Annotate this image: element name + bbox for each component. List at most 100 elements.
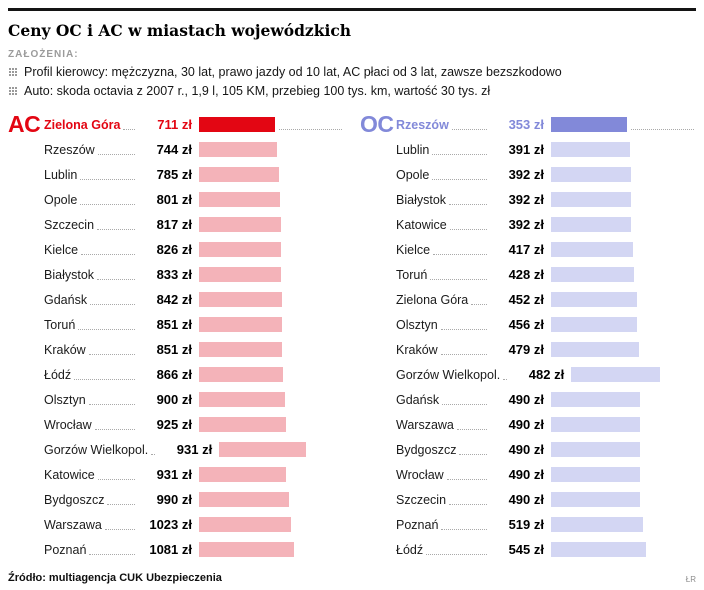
dotted-leader xyxy=(78,328,135,330)
value-bar xyxy=(199,517,291,532)
dotted-leader xyxy=(446,478,487,480)
value-bar xyxy=(551,517,643,532)
value-bar xyxy=(199,267,281,282)
chart-row: Olsztyn 456 zł xyxy=(396,312,696,337)
bar-area xyxy=(199,267,344,282)
chart-row: Opole 801 zł xyxy=(44,187,344,212)
price-label: 456 zł xyxy=(508,317,544,332)
value-bar xyxy=(551,267,634,282)
city-label: Kielce xyxy=(396,242,431,257)
bar-area xyxy=(551,292,696,307)
chart-row: Gdańsk 842 zł xyxy=(44,287,344,312)
footer: Źródło: multiagencja CUK Ubezpieczenia Ł… xyxy=(0,572,704,584)
value-bar xyxy=(551,417,640,432)
chart-row: Toruń 428 zł xyxy=(396,262,696,287)
bar-area xyxy=(199,467,344,482)
price-label: 392 zł xyxy=(508,192,544,207)
city-label: Lublin xyxy=(396,142,430,157)
price-label: 925 zł xyxy=(156,417,192,432)
bar-area xyxy=(199,192,344,207)
chart-row: Olsztyn 900 zł xyxy=(44,387,344,412)
value-bar xyxy=(551,192,631,207)
dotted-leader xyxy=(471,303,487,305)
price-label: 1081 zł xyxy=(149,542,192,557)
bar-area xyxy=(199,117,344,132)
city-label: Gdańsk xyxy=(396,392,440,407)
bar-area xyxy=(199,142,344,157)
dotted-leader xyxy=(449,228,487,230)
city-label: Warszawa xyxy=(396,417,454,432)
bar-area xyxy=(551,517,696,532)
dotted-leader xyxy=(97,278,135,280)
city-label: Łódź xyxy=(396,542,424,557)
price-label: 851 zł xyxy=(156,342,192,357)
city-label: Szczecin xyxy=(396,492,447,507)
value-bar xyxy=(551,117,627,132)
dotted-leader xyxy=(503,378,508,380)
chart-row: Szczecin 817 zł xyxy=(44,212,344,237)
city-label: Katowice xyxy=(44,467,95,482)
city-label: Łódź xyxy=(44,367,72,382)
price-label: 711 zł xyxy=(157,117,192,132)
price-label: 826 zł xyxy=(156,242,192,257)
city-label: Wrocław xyxy=(396,467,444,482)
value-bar xyxy=(199,392,285,407)
chart-row: Lublin 785 zł xyxy=(44,162,344,187)
bar-area xyxy=(551,192,696,207)
price-label: 490 zł xyxy=(508,417,544,432)
value-bar xyxy=(199,142,277,157)
value-bar xyxy=(551,392,640,407)
page-title: Ceny OC i AC w miastach wojewódzkich xyxy=(8,21,352,40)
value-bar xyxy=(551,467,640,482)
price-label: 482 zł xyxy=(528,367,565,382)
dotted-leader xyxy=(90,303,135,305)
bar-area xyxy=(199,317,344,332)
ac-chart: AC Zielona Góra 711 zł Rzeszów 744 zł Lu… xyxy=(8,112,344,562)
dotted-leader-after xyxy=(631,128,694,130)
dotted-leader xyxy=(440,328,487,330)
value-bar xyxy=(199,367,283,382)
bar-area xyxy=(199,417,344,432)
city-label: Szczecin xyxy=(44,217,95,232)
city-label: Poznań xyxy=(396,517,439,532)
price-label: 990 zł xyxy=(156,492,192,507)
bar-area xyxy=(199,242,344,257)
top-divider xyxy=(8,8,696,11)
bar-area xyxy=(199,517,344,532)
chart-row: Gdańsk 490 zł xyxy=(396,387,696,412)
dotted-leader xyxy=(456,428,487,430)
dotted-leader xyxy=(97,153,135,155)
price-label: 785 zł xyxy=(156,167,192,182)
price-label: 744 zł xyxy=(156,142,192,157)
bar-area xyxy=(551,217,696,232)
assumption-text: Profil kierowcy: mężczyzna, 30 lat, praw… xyxy=(24,65,562,79)
chart-row: Opole 392 zł xyxy=(396,162,696,187)
chart-row: Toruń 851 zł xyxy=(44,312,344,337)
value-bar xyxy=(551,492,640,507)
bar-area xyxy=(551,492,696,507)
price-label: 417 zł xyxy=(508,242,544,257)
price-label: 842 zł xyxy=(156,292,192,307)
dotted-leader xyxy=(451,128,487,130)
oc-rows: Rzeszów 353 zł Lublin 391 zł Opole 392 z… xyxy=(396,112,696,562)
city-label: Wrocław xyxy=(44,417,92,432)
dotted-leader-after xyxy=(279,128,342,130)
bar-area xyxy=(199,342,344,357)
city-label: Białystok xyxy=(396,192,447,207)
price-label: 866 zł xyxy=(156,367,192,382)
chart-row: Gorzów Wielkopol. 931 zł xyxy=(44,437,344,462)
price-label: 392 zł xyxy=(508,167,544,182)
price-label: 490 zł xyxy=(508,442,544,457)
city-label: Zielona Góra xyxy=(44,117,121,132)
dotted-leader xyxy=(88,403,135,405)
bar-area xyxy=(199,217,344,232)
dotted-leader xyxy=(94,428,135,430)
bar-area xyxy=(219,442,364,457)
price-label: 452 zł xyxy=(508,292,544,307)
value-bar xyxy=(551,442,640,457)
city-label: Białystok xyxy=(44,267,95,282)
dotted-leader xyxy=(432,153,487,155)
chart-row: Bydgoszcz 990 zł xyxy=(44,487,344,512)
bar-area xyxy=(551,317,696,332)
value-bar xyxy=(199,192,280,207)
